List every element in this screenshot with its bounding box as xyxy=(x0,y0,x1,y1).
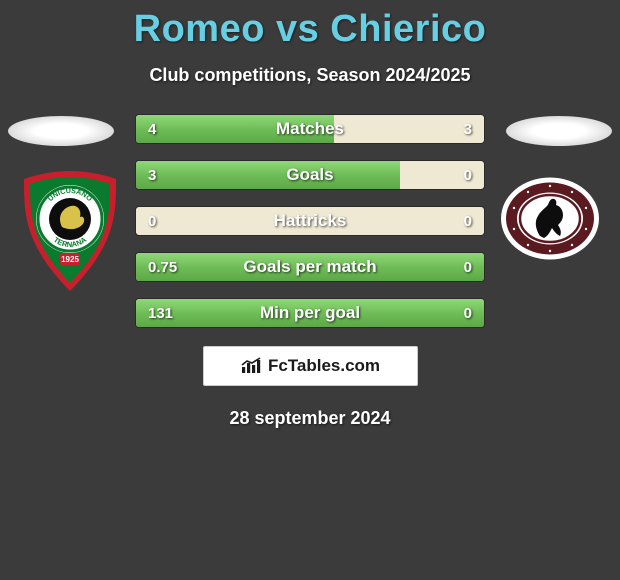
comparison-content: UNICUSANO TERNANA 1925 43Matches 30Goals 0… xyxy=(0,114,620,429)
date-line: 28 september 2024 xyxy=(0,408,620,429)
stat-label: Goals per match xyxy=(136,253,484,281)
stat-label: Min per goal xyxy=(136,299,484,327)
stat-label: Matches xyxy=(136,115,484,143)
branding-badge: FcTables.com xyxy=(203,346,418,386)
crest-right xyxy=(500,176,600,261)
branding-text: FcTables.com xyxy=(268,356,380,376)
stat-bar-row: 30Goals xyxy=(135,160,485,190)
chart-icon xyxy=(240,357,262,375)
stat-bar-row: 0.750Goals per match xyxy=(135,252,485,282)
svg-text:1925: 1925 xyxy=(61,255,79,264)
crest-left: UNICUSANO TERNANA 1925 xyxy=(20,169,120,294)
stat-bar-row: 1310Min per goal xyxy=(135,298,485,328)
pedestal-left xyxy=(8,116,114,146)
stat-label: Hattricks xyxy=(136,207,484,235)
stat-bar-row: 00Hattricks xyxy=(135,206,485,236)
pedestal-right xyxy=(506,116,612,146)
stat-bar-row: 43Matches xyxy=(135,114,485,144)
stat-bars: 43Matches 30Goals 00Hattricks 0.750Goals pe… xyxy=(135,114,485,328)
page-title: Romeo vs Chierico xyxy=(0,0,620,51)
subtitle: Club competitions, Season 2024/2025 xyxy=(0,65,620,86)
stat-label: Goals xyxy=(136,161,484,189)
